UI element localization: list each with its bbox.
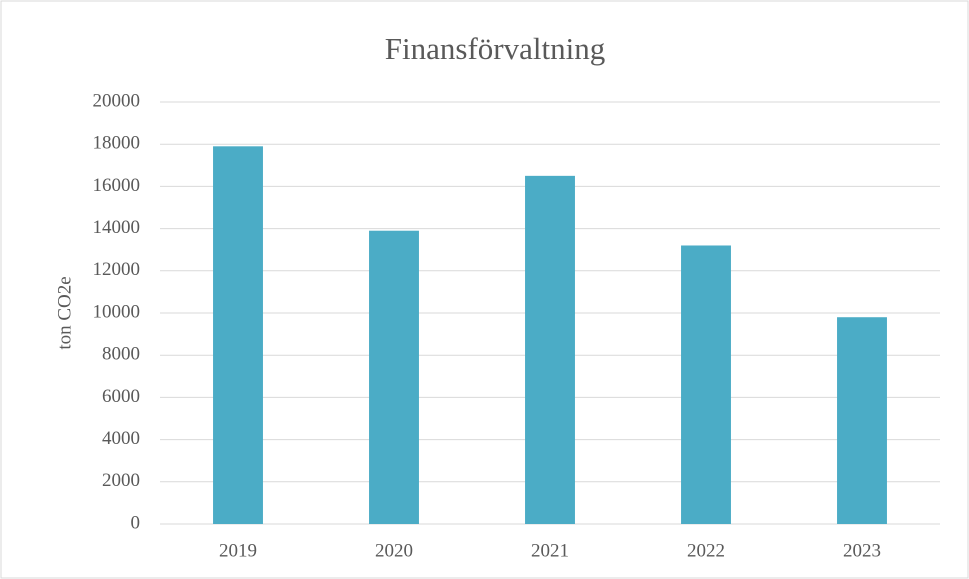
y-tick-label: 12000 <box>93 259 141 280</box>
x-tick-label: 2023 <box>843 540 881 561</box>
y-tick-label: 0 <box>131 512 141 533</box>
y-tick-label: 16000 <box>93 175 141 196</box>
y-tick-label: 10000 <box>93 301 141 322</box>
y-tick-label: 20000 <box>93 90 141 111</box>
y-tick-label: 18000 <box>93 133 141 154</box>
bar <box>369 230 419 524</box>
x-tick-label: 2022 <box>687 540 725 561</box>
y-axis-title: ton CO2e <box>54 276 75 349</box>
x-tick-label: 2020 <box>375 540 413 561</box>
bar <box>525 175 575 524</box>
y-tick-label: 6000 <box>102 386 140 407</box>
x-tick-label: 2021 <box>531 540 569 561</box>
y-tick-label: 2000 <box>102 470 140 491</box>
x-tick-label: 2019 <box>219 540 257 561</box>
bar <box>213 146 263 524</box>
y-tick-label: 8000 <box>102 344 140 365</box>
chart-title: Finansförvaltning <box>385 31 605 66</box>
y-tick-label: 14000 <box>93 217 141 238</box>
bar <box>681 245 731 525</box>
bar <box>837 317 887 524</box>
y-tick-label: 4000 <box>102 428 140 449</box>
